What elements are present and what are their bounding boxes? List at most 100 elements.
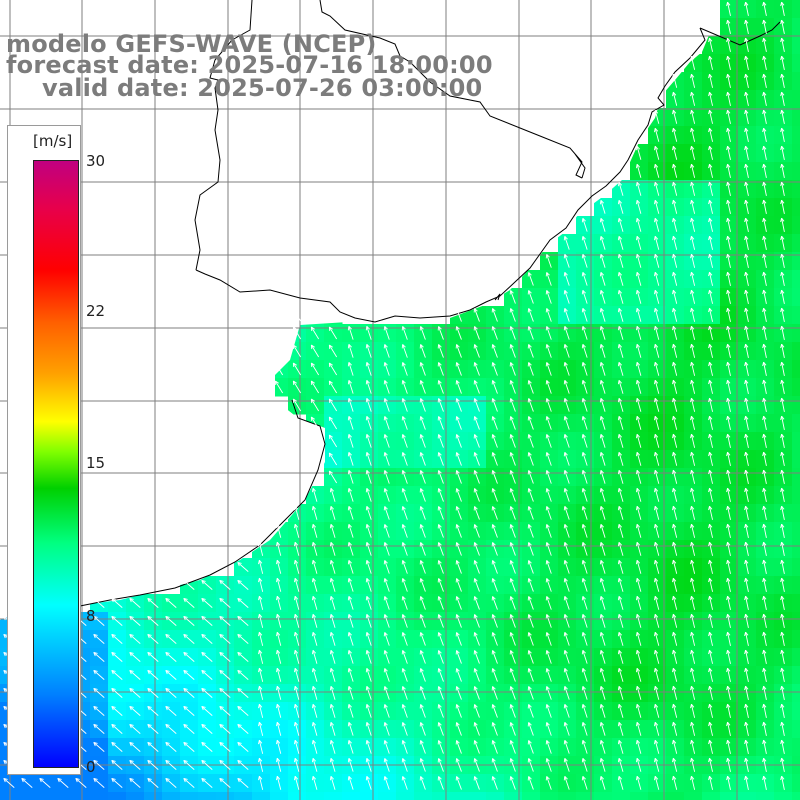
wind-arrow [165, 741, 177, 752]
wind-arrow [599, 740, 606, 754]
wind-arrow [744, 577, 749, 592]
wind-arrow [762, 379, 767, 394]
wind-arrow [708, 415, 713, 430]
wind-arrow [258, 775, 264, 790]
wind-cell [792, 396, 800, 415]
wind-arrow [635, 163, 642, 178]
wind-arrow [527, 632, 534, 646]
wind-arrow [635, 415, 642, 430]
wind-arrow [599, 218, 606, 232]
wind-arrow [726, 451, 731, 466]
wind-arrow [437, 758, 444, 772]
wind-arrow [527, 380, 534, 394]
wind-arrow [419, 398, 426, 412]
colorbar-tick-15: 15 [86, 454, 106, 472]
wind-arrow [365, 542, 372, 556]
wind-arrow [111, 615, 123, 626]
wind-arrow [437, 776, 444, 790]
wind-arrow [311, 721, 318, 736]
wind-arrow [617, 271, 624, 286]
wind-arrow [690, 523, 696, 538]
wind-arrow [617, 433, 624, 448]
wind-cell [792, 306, 800, 325]
wind-arrow [147, 687, 159, 698]
wind-cell [792, 612, 800, 631]
wind-arrow [509, 416, 516, 430]
wind-arrow [780, 163, 785, 178]
wind-arrow [690, 505, 696, 520]
wind-arrow [328, 380, 338, 394]
wind-arrow [509, 686, 516, 700]
wind-arrow [383, 668, 390, 682]
wind-arrow [599, 650, 606, 664]
wind-cell [126, 792, 145, 800]
wind-arrow [383, 344, 390, 358]
wind-arrow [762, 397, 767, 412]
wind-arrow [726, 739, 731, 754]
wind-arrow [258, 631, 264, 646]
wind-arrow [93, 615, 105, 626]
wind-arrow [762, 595, 767, 610]
wind-arrow [419, 740, 426, 754]
wind-arrow [545, 344, 552, 358]
wind-arrow [599, 434, 606, 448]
wind-arrow [654, 559, 660, 574]
wind-arrow [347, 362, 354, 376]
wind-arrow [672, 595, 678, 610]
wind-arrow [744, 145, 749, 160]
wind-arrow [328, 362, 338, 376]
wind-arrow [762, 37, 767, 52]
wind-arrow [635, 649, 642, 664]
wind-arrow [690, 667, 696, 682]
wind-arrow [419, 470, 426, 484]
wind-arrow [654, 271, 660, 286]
wind-arrow [780, 613, 785, 628]
wind-arrow [672, 217, 678, 232]
wind-arrow [509, 668, 516, 682]
wind-arrow [690, 307, 696, 322]
wind-arrow [563, 578, 570, 592]
wind-cell [792, 738, 800, 757]
wind-arrow [672, 163, 678, 178]
wind-arrow [744, 505, 749, 520]
wind-arrow [129, 633, 141, 644]
wind-arrow [617, 487, 624, 502]
wind-arrow [581, 272, 588, 286]
wind-arrow [347, 506, 354, 520]
wind-arrow [690, 631, 696, 646]
wind-arrow [491, 344, 498, 358]
wind-arrow [617, 217, 624, 232]
wind-arrow [437, 596, 444, 610]
wind-arrow [237, 687, 249, 698]
wind-arrow [581, 524, 588, 538]
wind-arrow [183, 687, 195, 698]
wind-arrow [419, 506, 426, 520]
land-mask [0, 0, 712, 620]
wind-cell [54, 792, 73, 800]
wind-cell [468, 792, 487, 800]
wind-arrow [293, 775, 300, 790]
wind-cell [792, 90, 800, 109]
wind-arrow [365, 434, 372, 448]
wind-arrow [293, 577, 300, 592]
wind-arrow [581, 362, 588, 376]
wind-arrow [365, 632, 372, 646]
wind-arrow [258, 667, 264, 682]
wind-arrow [563, 362, 570, 376]
wind-cell [792, 216, 800, 235]
wind-arrow [111, 741, 123, 752]
wind-arrow [473, 596, 480, 610]
wind-cell [648, 792, 667, 800]
wind-arrow [690, 217, 696, 232]
wind-arrow [310, 362, 320, 376]
wind-arrow [527, 470, 534, 484]
wind-arrow [509, 470, 516, 484]
wind-arrow [437, 434, 444, 448]
wind-arrow [437, 542, 444, 556]
wind-arrow [491, 578, 498, 592]
wind-arrow [473, 344, 480, 358]
wind-arrow [347, 650, 354, 664]
wind-arrow [147, 723, 159, 734]
wind-arrow [545, 362, 552, 376]
wind-cell [792, 432, 800, 451]
